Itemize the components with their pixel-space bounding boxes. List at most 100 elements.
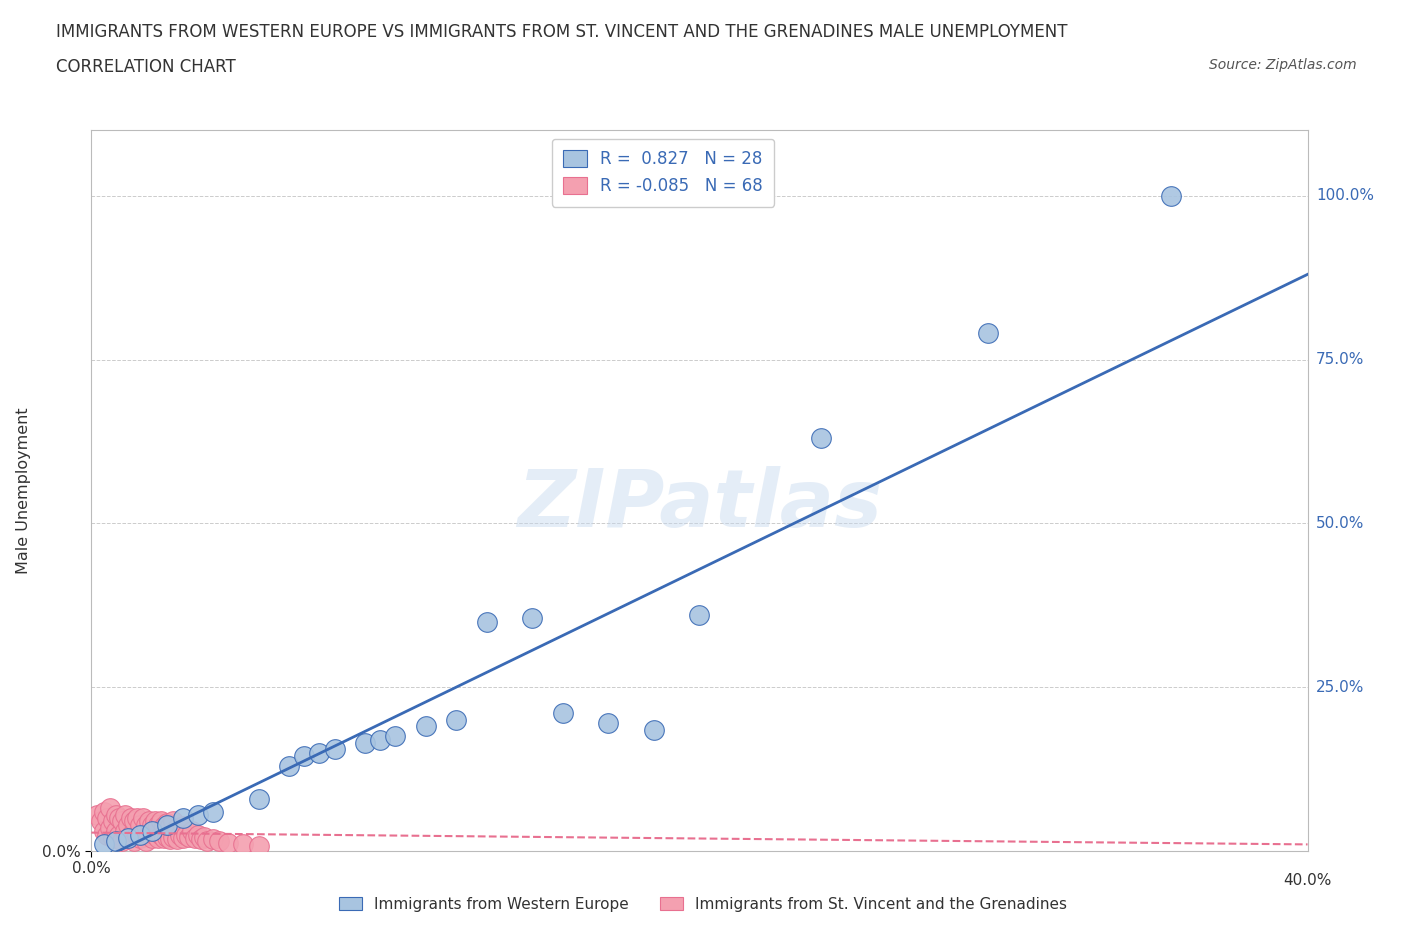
Point [107,827,129,842]
Point [141,824,163,839]
Point [247,791,270,806]
Point [125,811,148,826]
Point [292,749,315,764]
Text: 75.0%: 75.0% [1316,352,1364,367]
Text: IMMIGRANTS FROM WESTERN EUROPE VS IMMIGRANTS FROM ST. VINCENT AND THE GRENADINES: IMMIGRANTS FROM WESTERN EUROPE VS IMMIGR… [56,23,1067,41]
Point [977,326,1000,340]
Point [150,827,173,842]
Point [278,758,301,773]
Point [114,807,136,822]
Point [111,814,134,829]
Point [180,824,202,839]
Point [148,830,170,845]
Point [135,833,157,848]
Point [190,831,212,846]
Point [141,830,163,845]
Point [156,817,179,832]
Point [202,804,225,819]
Point [156,816,179,830]
Point [169,827,191,842]
Point [117,830,139,845]
Point [193,830,215,844]
Point [354,736,377,751]
Point [162,814,184,829]
Point [148,817,170,832]
Point [89,814,111,829]
Point [810,431,832,445]
Point [129,827,152,842]
Point [522,611,544,626]
Text: 40.0%: 40.0% [1284,873,1331,888]
Point [475,614,498,629]
Point [117,830,139,845]
Text: 25.0%: 25.0% [1316,680,1364,695]
Point [323,742,346,757]
Point [643,723,665,737]
Point [141,817,163,832]
Text: ZIPatlas: ZIPatlas [517,466,882,544]
Y-axis label: Male Unemployment: Male Unemployment [15,407,31,574]
Point [101,830,124,845]
Point [122,833,145,848]
Point [166,820,188,835]
Point [551,706,574,721]
Point [187,827,209,842]
Point [444,712,467,727]
Point [415,719,437,734]
Point [159,818,181,833]
Point [93,837,115,852]
Point [132,827,155,842]
Point [156,830,179,844]
Point [247,838,270,853]
Point [96,811,118,826]
Point [143,827,166,842]
Point [153,818,176,833]
Point [153,830,176,845]
Point [184,830,207,845]
Point [125,827,148,842]
Point [159,831,181,846]
Point [104,833,127,848]
Point [86,807,108,822]
Point [688,607,710,622]
Point [172,830,194,845]
Point [104,807,127,822]
Point [98,820,121,835]
Point [114,824,136,839]
Point [93,824,115,839]
Point [120,827,142,842]
Text: CORRELATION CHART: CORRELATION CHART [56,58,236,75]
Point [208,833,231,848]
Point [174,827,197,842]
Point [172,818,194,833]
Point [172,811,194,826]
Point [98,801,121,816]
Legend: Immigrants from Western Europe, Immigrants from St. Vincent and the Grenadines: Immigrants from Western Europe, Immigran… [333,890,1073,918]
Point [232,837,254,852]
Point [129,830,152,845]
Point [122,814,145,829]
Point [138,814,160,829]
Point [187,807,209,822]
Text: Source: ZipAtlas.com: Source: ZipAtlas.com [1209,58,1357,72]
Text: 100.0%: 100.0% [1316,188,1374,204]
Point [129,817,152,832]
Point [138,827,160,842]
Point [101,814,124,829]
Point [202,831,225,846]
Point [368,732,391,747]
Point [104,824,127,839]
Point [96,827,118,842]
Point [217,836,239,851]
Legend: R =  0.827   N = 28, R = -0.085   N = 68: R = 0.827 N = 28, R = -0.085 N = 68 [551,139,775,206]
Point [135,817,157,832]
Point [143,814,166,829]
Point [111,833,134,848]
Point [132,811,155,826]
Point [117,817,139,832]
Point [150,814,173,829]
Point [195,833,218,848]
Point [177,830,200,844]
Point [120,811,142,826]
Text: 50.0%: 50.0% [1316,516,1364,531]
